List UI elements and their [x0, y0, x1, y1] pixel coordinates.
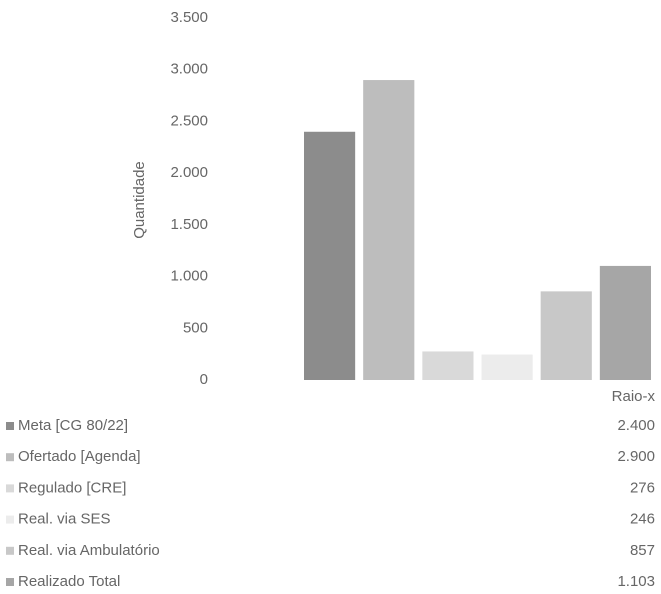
value-label: 276 [630, 479, 655, 496]
legend-label: Ofertado [Agenda] [18, 448, 141, 465]
y-tick-label: 1.000 [170, 268, 208, 285]
value-label: 2.400 [617, 417, 655, 434]
y-tick-label: 3.500 [170, 9, 208, 26]
value-label: 857 [630, 542, 655, 559]
value-label: 1.103 [617, 573, 655, 590]
value-label: 2.900 [617, 448, 655, 465]
bar [304, 131, 356, 380]
bar [540, 291, 592, 380]
legend-label: Real. via Ambulatório [18, 542, 160, 559]
legend-swatch [6, 578, 14, 586]
category-label: Raio-x [612, 388, 656, 405]
y-tick-label: 1.500 [170, 216, 208, 233]
y-axis-title: Quantidade [131, 161, 148, 239]
legend-label: Real. via SES [18, 511, 111, 528]
legend-label: Realizado Total [18, 573, 120, 590]
value-label: 246 [630, 511, 655, 528]
legend-swatch [6, 422, 14, 430]
legend-swatch [6, 453, 14, 462]
legend-label: Meta [CG 80/22] [18, 417, 128, 434]
legend-swatch [6, 515, 14, 524]
bar [363, 80, 415, 381]
y-tick-label: 0 [200, 371, 208, 388]
legend-swatch [6, 546, 14, 555]
bar [422, 351, 474, 380]
y-tick-label: 500 [183, 319, 208, 336]
bar [481, 354, 533, 380]
y-tick-label: 2.500 [170, 112, 208, 129]
y-tick-label: 2.000 [170, 164, 208, 181]
legend-swatch [6, 484, 14, 493]
bar [599, 265, 651, 380]
y-tick-label: 3.000 [170, 61, 208, 78]
legend-label: Regulado [CRE] [18, 479, 126, 496]
